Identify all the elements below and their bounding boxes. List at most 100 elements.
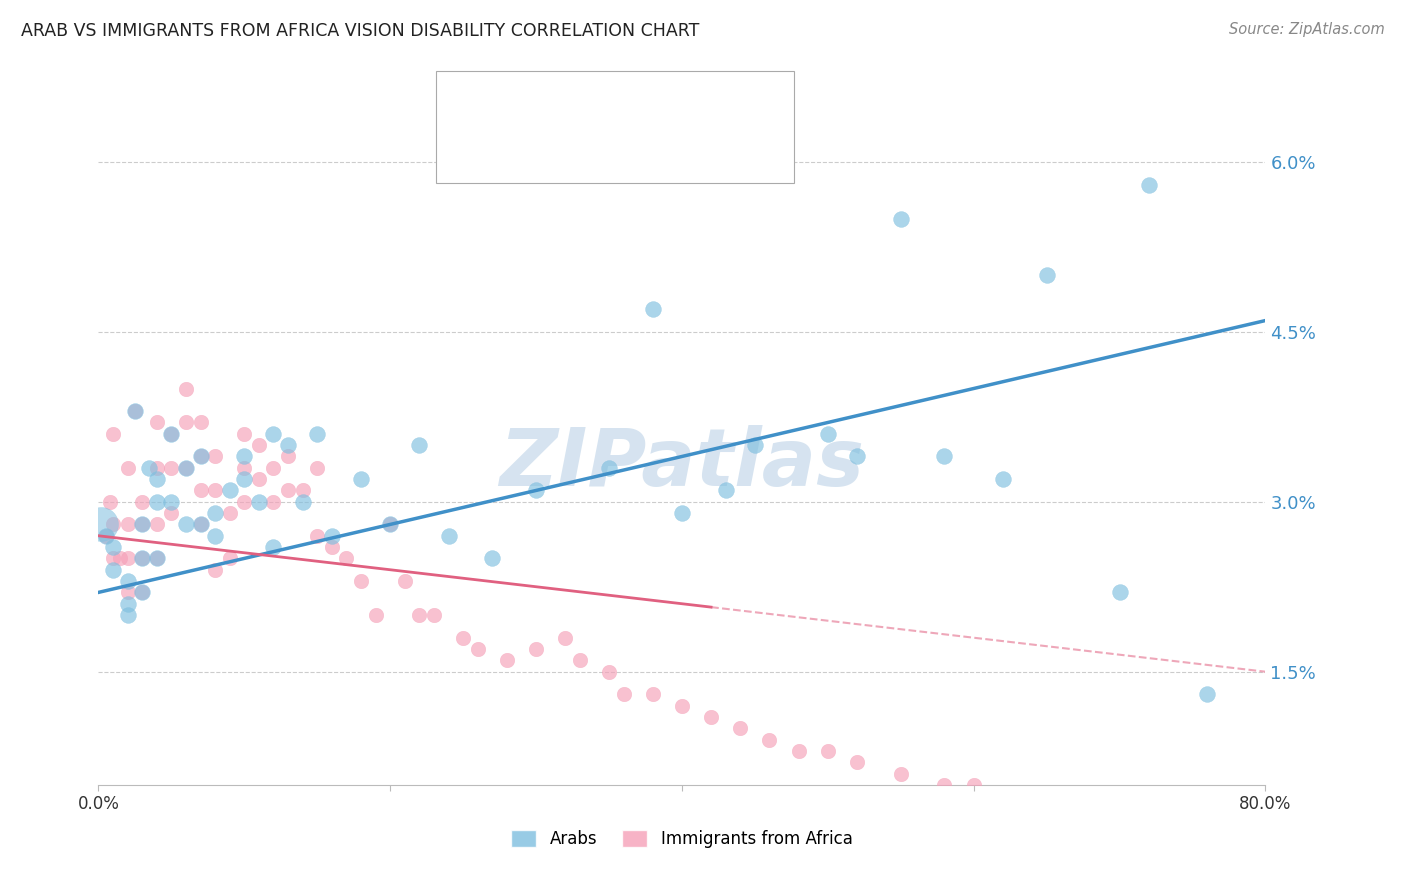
Point (408, 608, 430, 623)
Point (247, 438, 270, 452)
Point (524, 642, 547, 657)
Point (233, 426, 256, 441)
Point (350, 574, 373, 588)
Text: R =: R = (488, 99, 522, 114)
Point (451, 631, 474, 645)
Point (233, 460, 256, 475)
Point (218, 506, 240, 520)
Point (190, 450, 212, 464)
Point (1007, 789, 1029, 804)
Point (124, 404, 146, 418)
Point (554, 631, 576, 645)
Point (934, 778, 956, 792)
Point (131, 517, 153, 532)
Point (612, 687, 634, 701)
Point (524, 483, 547, 498)
Point (160, 506, 183, 520)
Point (204, 450, 226, 464)
Point (94, 529, 117, 543)
Point (467, 642, 489, 657)
Point (160, 426, 183, 441)
Point (233, 495, 256, 509)
Point (641, 302, 664, 317)
Point (247, 472, 270, 486)
Point (117, 585, 139, 599)
Point (117, 597, 139, 611)
Point (307, 529, 329, 543)
Point (350, 472, 373, 486)
Point (131, 585, 153, 599)
Point (1035, 789, 1057, 804)
Point (218, 551, 240, 566)
Text: 52: 52 (654, 99, 675, 114)
Point (174, 416, 197, 430)
Point (131, 551, 153, 566)
Point (190, 450, 212, 464)
Point (204, 483, 226, 498)
Point (98, 495, 121, 509)
Point (124, 404, 146, 418)
Point (307, 426, 329, 441)
Point (641, 687, 664, 701)
Point (233, 472, 256, 486)
Point (131, 517, 153, 532)
Point (204, 529, 226, 543)
Point (277, 483, 299, 498)
Point (262, 460, 284, 475)
Point (262, 495, 284, 509)
Point (204, 506, 226, 520)
Point (131, 495, 153, 509)
Point (146, 551, 169, 566)
Point (321, 529, 343, 543)
Text: N =: N = (593, 138, 637, 153)
Point (481, 551, 503, 566)
Point (160, 426, 183, 441)
Point (160, 460, 183, 475)
Point (101, 426, 124, 441)
Point (146, 517, 169, 532)
Point (146, 416, 169, 430)
Point (307, 460, 329, 475)
Point (94, 529, 117, 543)
Point (277, 438, 299, 452)
Point (321, 540, 343, 554)
Legend: Arabs, Immigrants from Africa: Arabs, Immigrants from Africa (505, 823, 859, 855)
Point (160, 495, 183, 509)
Point (291, 495, 314, 509)
Point (598, 460, 620, 475)
Point (991, 472, 1014, 486)
Point (496, 653, 519, 667)
Point (817, 426, 839, 441)
Point (146, 551, 169, 566)
Point (890, 211, 912, 226)
Point (671, 698, 693, 713)
Point (846, 450, 869, 464)
Point (146, 460, 169, 475)
Point (146, 495, 169, 509)
Text: R =: R = (488, 138, 522, 153)
Text: ■: ■ (460, 101, 479, 120)
Point (700, 710, 723, 724)
Point (110, 551, 132, 566)
Text: Source: ZipAtlas.com: Source: ZipAtlas.com (1229, 22, 1385, 37)
Point (962, 778, 984, 792)
Point (380, 517, 402, 532)
Point (1035, 268, 1057, 283)
Point (291, 483, 314, 498)
Point (190, 517, 212, 532)
Point (190, 416, 212, 430)
Text: ARAB VS IMMIGRANTS FROM AFRICA VISION DISABILITY CORRELATION CHART: ARAB VS IMMIGRANTS FROM AFRICA VISION DI… (21, 22, 699, 40)
Point (890, 766, 912, 780)
Point (437, 529, 460, 543)
Point (101, 517, 124, 532)
Point (846, 756, 869, 770)
Point (335, 551, 357, 566)
Point (730, 722, 752, 736)
Point (204, 563, 226, 577)
Point (758, 732, 780, 747)
Point (190, 517, 212, 532)
Point (174, 517, 197, 532)
Point (101, 563, 124, 577)
Point (277, 450, 299, 464)
Text: ■: ■ (460, 140, 479, 160)
